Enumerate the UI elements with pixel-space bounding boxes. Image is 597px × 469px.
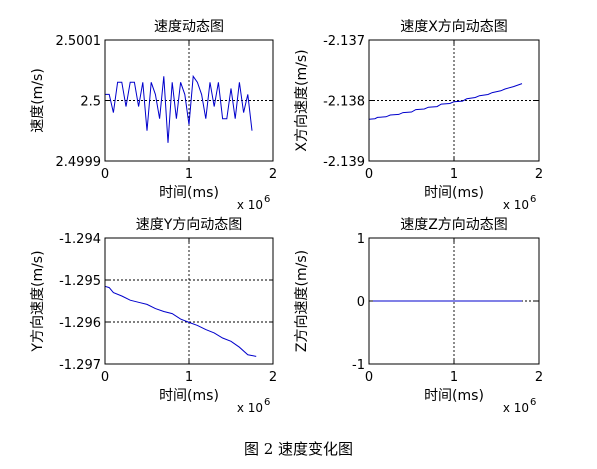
series-line-1: [104, 285, 257, 357]
x-axis-multiplier-exponent: 6: [530, 194, 536, 205]
x-axis-label: 时间(ms): [159, 388, 219, 404]
x-tick-label: 1: [450, 167, 458, 182]
x-tick-label: 2: [535, 167, 543, 182]
x-axis-multiplier: x 10: [237, 198, 263, 212]
series-line-1: [368, 83, 523, 120]
x-axis-label: 时间(ms): [424, 185, 484, 201]
y-tick-label: -2.137: [323, 34, 365, 49]
x-axis-multiplier-exponent: 6: [530, 397, 536, 408]
x-tick-label: 2: [269, 370, 277, 385]
y-tick-label: -2.139: [323, 155, 365, 170]
x-tick-label: 2: [269, 167, 277, 182]
y-axis-label: Y方向速度(m/s): [30, 250, 46, 352]
chart-title: 速度Y方向动态图: [136, 217, 243, 233]
x-tick-label: 0: [365, 370, 373, 385]
x-axis-multiplier: x 10: [503, 198, 529, 212]
y-tick-label: -1.294: [59, 232, 101, 247]
y-tick-label: 2.4999: [56, 155, 102, 170]
y-tick-label: -2.138: [323, 95, 365, 110]
x-axis-multiplier: x 10: [237, 401, 263, 415]
y-tick-label: 2.5001: [56, 34, 102, 49]
plot-area: [105, 238, 273, 364]
y-tick-label: -1: [352, 358, 365, 373]
chart-panel-3: 0 1 2 -1.297 -1.296 -1.295 -1.294 速度Y方向动态图时间(ms…: [30, 217, 277, 415]
x-axis-multiplier-exponent: 6: [264, 194, 270, 205]
y-axis-label: X方向速度(m/s): [294, 49, 310, 151]
x-tick-label: 1: [185, 370, 193, 385]
x-tick-label: 1: [450, 370, 458, 385]
x-tick-label: 0: [101, 370, 109, 385]
y-tick-label: -1.295: [59, 274, 101, 289]
x-tick-label: 0: [101, 167, 109, 182]
y-axis-label: Z方向速度(m/s): [294, 250, 310, 352]
x-axis-multiplier-exponent: 6: [264, 397, 270, 408]
x-tick-label: 2: [535, 370, 543, 385]
y-tick-label: 2.5: [80, 95, 101, 110]
y-tick-label: 1: [357, 232, 365, 247]
chart-title: 速度X方向动态图: [400, 19, 508, 35]
x-axis-label: 时间(ms): [424, 388, 484, 404]
y-tick-label: -1.297: [59, 358, 101, 373]
series-line-1: [105, 74, 253, 143]
y-tick-label: -1.296: [59, 316, 101, 331]
y-tick-label: 0: [357, 295, 365, 310]
x-tick-label: 1: [185, 167, 193, 182]
x-axis-label: 时间(ms): [159, 185, 219, 201]
chart-title: 速度动态图: [154, 19, 224, 35]
chart-title: 速度Z方向动态图: [400, 217, 508, 233]
x-axis-multiplier: x 10: [503, 401, 529, 415]
figure-caption: 图 2 速度变化图: [243, 440, 354, 458]
x-tick-label: 0: [365, 167, 373, 182]
y-axis-label: 速度(m/s): [30, 68, 46, 133]
